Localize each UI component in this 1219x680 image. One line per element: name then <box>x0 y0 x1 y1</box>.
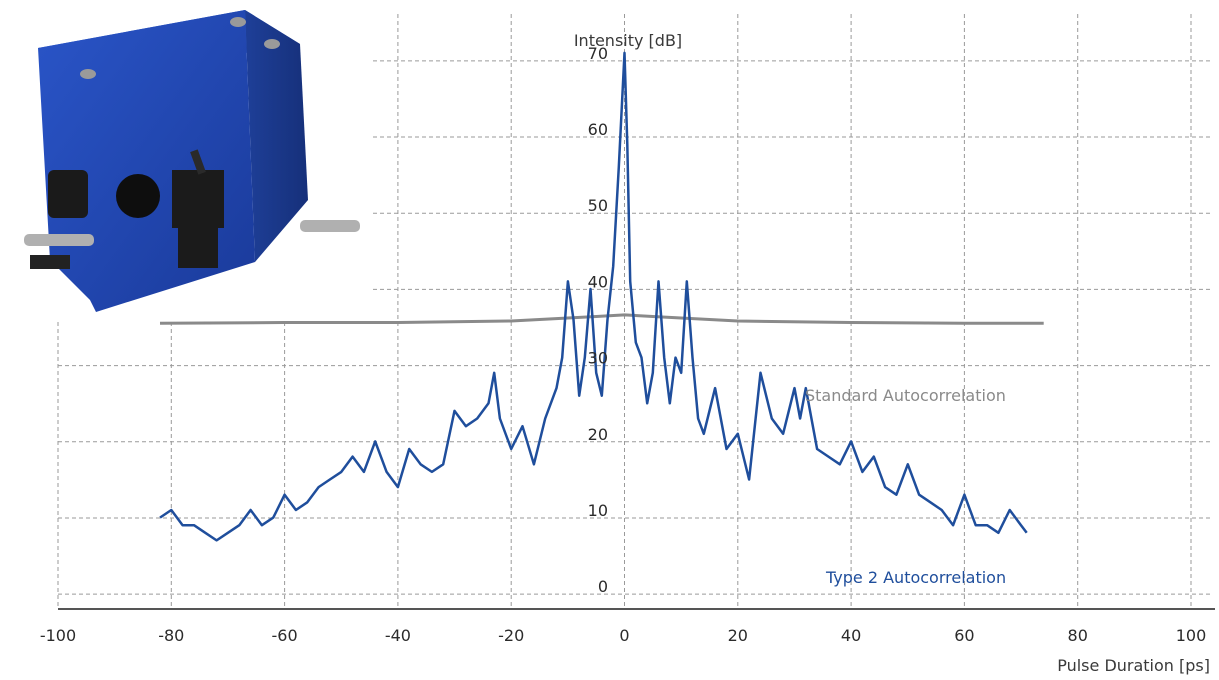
y-tick-label-2: 20 <box>588 425 608 444</box>
x-tick-label-3: -40 <box>385 626 411 645</box>
series-label-type2: Type 2 Autocorrelation <box>825 568 1006 587</box>
y-tick-label-6: 60 <box>588 120 608 139</box>
x-tick-label-2: -60 <box>272 626 298 645</box>
series-line-1 <box>159 51 1028 542</box>
y-tick-label-5: 50 <box>588 196 608 215</box>
x-tick-label-6: 20 <box>728 626 748 645</box>
product-photo <box>0 0 370 320</box>
x-tick-label-4: -20 <box>498 626 524 645</box>
x-tick-label-8: 60 <box>954 626 974 645</box>
x-tick-label-1: -80 <box>158 626 184 645</box>
y-tick-label-4: 40 <box>588 272 608 291</box>
y-tick-label-7: 70 <box>588 44 608 63</box>
y-axis-title: Intensity [dB] <box>574 31 682 50</box>
x-tick-label-5: 0 <box>619 626 629 645</box>
y-tick-label-0: 0 <box>598 577 608 596</box>
x-tick-label-9: 80 <box>1068 626 1088 645</box>
y-tick-label-1: 10 <box>588 501 608 520</box>
series-line-0 <box>159 313 1044 325</box>
x-tick-label-0: -100 <box>40 626 76 645</box>
y-tick-label-3: 30 <box>588 349 608 368</box>
series-layer <box>159 51 1044 542</box>
x-tick-label-7: 40 <box>841 626 861 645</box>
series-label-standard: Standard Autocorrelation <box>805 386 1006 405</box>
x-tick-label-10: 100 <box>1176 626 1207 645</box>
x-tick-labels: -100 -80 -60 -40 -20 0 20 40 60 80 100 <box>40 626 1206 645</box>
y-tick-labels: 0 10 20 30 40 50 60 70 <box>588 44 608 596</box>
x-axis-title: Pulse Duration [ps] <box>1057 656 1210 675</box>
